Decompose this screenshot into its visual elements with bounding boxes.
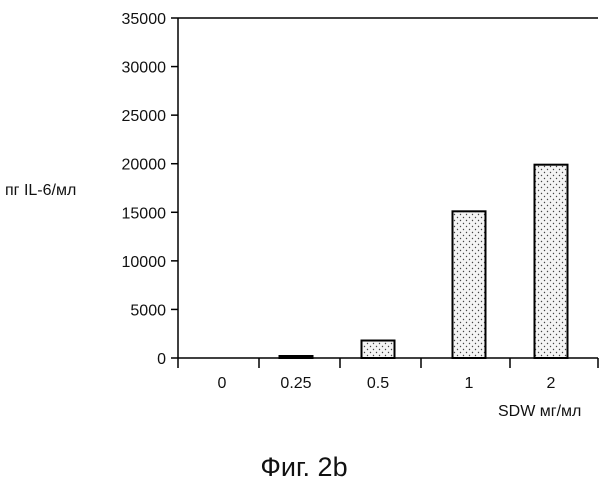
y-tick-label-30000: 30000 [122, 60, 167, 77]
labels: 0 5000 10000 15000 20000 25000 30000 35000 0 0.25… [122, 11, 556, 392]
x-tick-label-0.25: 0.25 [280, 375, 311, 392]
y-tick-label-15000: 15000 [122, 205, 167, 222]
bar-0.25 [280, 356, 313, 358]
x-tick-label-2: 2 [547, 375, 556, 392]
y-tick-label-10000: 10000 [122, 254, 167, 271]
y-tick-label-0: 0 [157, 351, 166, 368]
bars [280, 165, 568, 358]
x-tick-label-1: 1 [465, 375, 474, 392]
y-tick-label-25000: 25000 [122, 108, 167, 125]
y-tick-label-35000: 35000 [122, 11, 167, 28]
bar-0.5 [362, 341, 395, 358]
y-tick-label-20000: 20000 [122, 157, 167, 174]
x-tick-label-0.5: 0.5 [367, 375, 389, 392]
bar-1 [453, 211, 486, 358]
x-axis-title: SDW мг/мл [498, 403, 581, 420]
y-tick-label-5000: 5000 [130, 302, 166, 319]
bar-2 [535, 165, 568, 358]
x-tick-label-0: 0 [218, 375, 227, 392]
figure-caption: Фиг. 2b [260, 452, 347, 482]
y-axis-title: пг IL-6/мл [5, 182, 76, 199]
